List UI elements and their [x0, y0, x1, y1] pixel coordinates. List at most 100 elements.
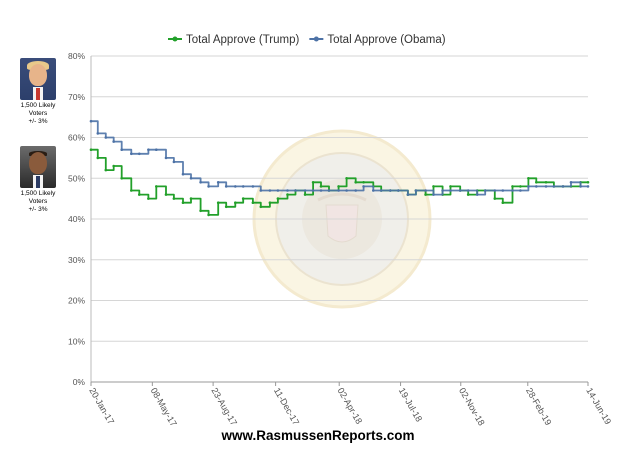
data-point-trump [234, 201, 237, 204]
data-point-obama [345, 189, 348, 192]
data-point-trump [586, 181, 590, 184]
margin-of-error-label: +/- 3% [28, 206, 48, 213]
data-point-obama [501, 189, 505, 192]
data-point-obama [224, 185, 228, 188]
x-tick-label: 14-Jun-19 [584, 386, 613, 426]
margin-of-error-label: +/- 3% [28, 118, 48, 125]
data-point-obama [337, 189, 340, 192]
data-point-trump [319, 185, 323, 188]
site-footer[interactable]: www.RasmussenReports.com [221, 428, 415, 443]
data-point-obama [155, 148, 158, 151]
data-point-trump [216, 201, 220, 204]
data-point-trump [251, 201, 255, 204]
data-point-obama [354, 189, 358, 192]
data-point-trump [354, 181, 358, 184]
data-point-trump [501, 201, 505, 204]
x-tick-label: 28-Feb-19 [524, 386, 553, 427]
data-point-obama [319, 189, 323, 192]
y-tick-label: 0% [73, 377, 86, 387]
data-point-trump [303, 193, 307, 196]
data-point-trump [181, 201, 185, 204]
trump-side-panel: 1,500 Likely Voters +/- 3% [8, 58, 68, 126]
data-point-trump [155, 185, 158, 188]
data-point-obama [199, 181, 202, 184]
data-point-obama [234, 185, 237, 188]
x-tick-label: 11-Dec-17 [272, 386, 301, 427]
x-tick-label: 19-Jul-18 [397, 386, 424, 424]
data-point-obama [120, 148, 123, 151]
data-point-obama [579, 185, 582, 188]
data-point-obama [189, 177, 193, 180]
data-point-obama [449, 189, 452, 192]
data-point-obama [130, 152, 133, 156]
legend: Total Approve (Trump) Total Approve (Obam… [168, 34, 446, 46]
data-point-obama [379, 189, 383, 192]
data-point-trump [424, 193, 427, 196]
data-point-trump [96, 156, 100, 160]
y-tick-label: 70% [68, 92, 85, 102]
data-point-trump [120, 177, 123, 180]
data-point-trump [130, 189, 133, 192]
data-point-trump [544, 181, 548, 184]
y-tick-label: 20% [68, 296, 85, 306]
data-point-trump [224, 205, 228, 209]
data-point-trump [89, 148, 93, 151]
data-point-obama [458, 189, 462, 192]
data-point-trump [286, 193, 289, 196]
data-point-obama [164, 156, 168, 160]
data-point-obama [181, 172, 185, 176]
data-point-obama [475, 193, 479, 196]
data-point-obama [552, 185, 556, 188]
x-tick-label: 02-Apr-18 [335, 386, 364, 426]
data-point-trump [164, 193, 168, 196]
sample-voters-label: Voters [28, 110, 48, 117]
x-tick-label: 20-Jan-17 [87, 386, 116, 426]
data-point-obama [138, 152, 141, 156]
obama-side-panel: 1,500 Likely Voters +/- 3% [8, 146, 68, 214]
data-point-obama [286, 189, 289, 192]
data-point-trump [511, 185, 514, 188]
legend-swatch-marker [313, 36, 319, 42]
data-point-obama [372, 189, 375, 192]
data-point-trump [172, 197, 176, 200]
data-point-obama [294, 189, 297, 192]
data-point-obama [561, 185, 565, 188]
data-point-obama [519, 189, 522, 192]
data-point-obama [466, 189, 470, 192]
data-point-obama [327, 189, 331, 192]
y-tick-label: 30% [68, 255, 85, 265]
x-tick-label: 02-Nov-18 [457, 386, 487, 427]
y-tick-label: 50% [68, 173, 85, 183]
legend-entry-obama[interactable]: Total Approve (Obama) [327, 34, 445, 46]
data-point-trump [259, 205, 263, 209]
data-point-trump [276, 197, 280, 200]
data-point-trump [527, 177, 530, 180]
data-point-trump [268, 201, 272, 204]
data-point-trump [104, 168, 108, 172]
data-point-trump [535, 181, 538, 184]
data-point-trump [337, 185, 340, 188]
y-tick-label: 80% [68, 51, 85, 61]
series-layer [89, 119, 590, 217]
data-point-obama [362, 185, 365, 188]
data-point-obama [441, 189, 444, 192]
legend-entry-trump[interactable]: Total Approve (Trump) [186, 34, 300, 46]
x-tick-label: 23-Aug-17 [209, 386, 239, 427]
data-point-obama [104, 136, 108, 139]
data-point-trump [189, 197, 193, 200]
data-point-trump [466, 193, 470, 196]
data-point-obama [527, 185, 530, 188]
data-point-obama [207, 185, 210, 188]
data-point-obama [112, 140, 115, 143]
y-axis: 0% 10% 20% 30% 40% 50% 60% 70% 80% [68, 51, 85, 387]
y-tick-label: 40% [68, 214, 85, 224]
data-point-trump [241, 197, 245, 200]
data-point-trump [199, 209, 202, 213]
data-point-obama [406, 193, 410, 196]
y-tick-label: 10% [68, 336, 85, 346]
data-point-obama [535, 185, 538, 188]
data-point-obama [96, 132, 100, 135]
data-point-trump [138, 193, 141, 196]
data-point-obama [172, 160, 176, 164]
